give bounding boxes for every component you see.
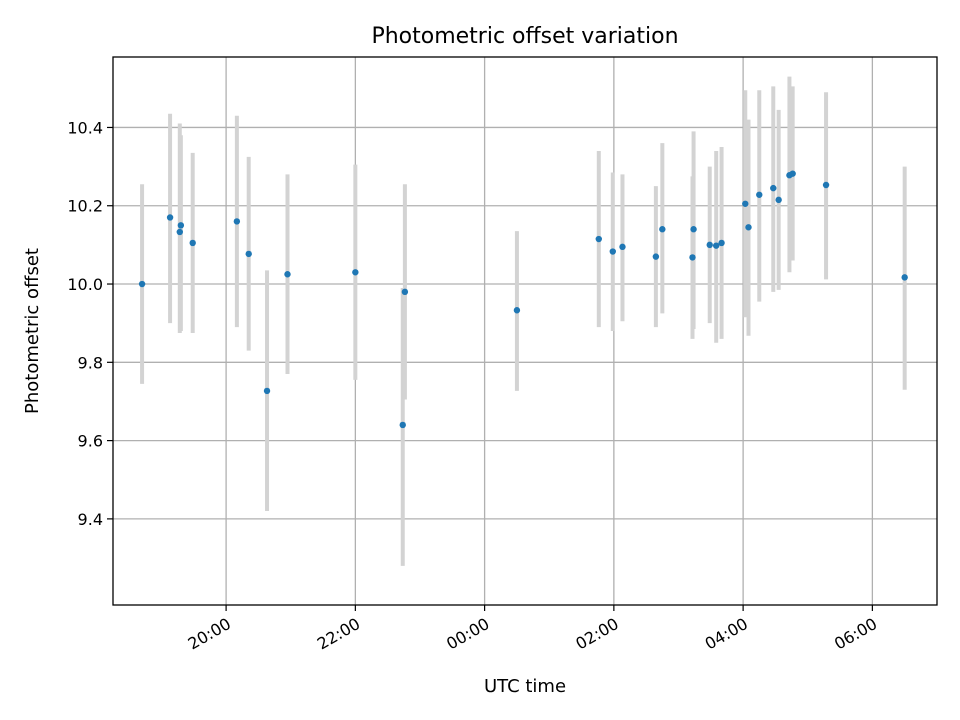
data-point bbox=[595, 235, 602, 243]
x-tick-label: 00:00 bbox=[443, 614, 492, 654]
y-tick-label: 9.4 bbox=[78, 510, 103, 529]
y-tick-label: 9.6 bbox=[78, 432, 103, 451]
data-point bbox=[609, 248, 616, 255]
data-point bbox=[718, 239, 725, 247]
data-point bbox=[901, 274, 908, 281]
x-tick-label: 04:00 bbox=[702, 614, 751, 654]
y-tick-label: 10.2 bbox=[67, 197, 103, 216]
data-point bbox=[775, 196, 782, 204]
data-point bbox=[652, 253, 660, 260]
x-axis-label: UTC time bbox=[484, 676, 566, 697]
data-point bbox=[789, 170, 796, 177]
data-point bbox=[399, 421, 406, 429]
x-tick-label: 02:00 bbox=[572, 614, 621, 654]
data-point bbox=[659, 226, 666, 233]
data-point bbox=[619, 243, 626, 251]
data-point bbox=[177, 222, 185, 229]
data-point bbox=[513, 307, 521, 314]
data-points bbox=[138, 170, 908, 429]
data-point bbox=[770, 184, 777, 192]
data-point bbox=[176, 228, 183, 236]
y-axis: 9.4 9.6 9.8 10.0 10.2 10.4 bbox=[67, 118, 113, 529]
data-point bbox=[756, 191, 763, 198]
data-point bbox=[263, 387, 271, 395]
data-point bbox=[745, 224, 752, 231]
chart-title: Photometric offset variation bbox=[371, 24, 678, 49]
data-point bbox=[712, 242, 720, 249]
x-axis: 20:00 22:00 00:00 02:00 04:00 06:00 bbox=[185, 605, 880, 654]
y-axis-label: Photometric offset bbox=[22, 248, 43, 414]
data-point bbox=[233, 218, 241, 225]
y-tick-label: 9.8 bbox=[78, 353, 103, 372]
plot-frame bbox=[112, 56, 938, 606]
data-point bbox=[245, 250, 252, 258]
x-tick-label: 06:00 bbox=[831, 614, 880, 654]
data-point bbox=[689, 254, 696, 261]
data-point bbox=[189, 239, 196, 247]
data-point bbox=[690, 226, 697, 233]
data-point bbox=[401, 288, 409, 296]
data-point bbox=[822, 181, 830, 189]
data-point bbox=[352, 269, 359, 276]
y-tick-label: 10.0 bbox=[67, 275, 103, 294]
data-point bbox=[742, 200, 749, 207]
error-bars bbox=[140, 76, 907, 566]
data-point bbox=[166, 214, 174, 221]
y-tick-label: 10.4 bbox=[67, 118, 103, 137]
data-point bbox=[138, 280, 146, 288]
data-point bbox=[284, 271, 291, 278]
x-tick-label: 22:00 bbox=[314, 614, 363, 654]
data-point bbox=[706, 241, 713, 249]
x-tick-label: 20:00 bbox=[185, 614, 234, 654]
